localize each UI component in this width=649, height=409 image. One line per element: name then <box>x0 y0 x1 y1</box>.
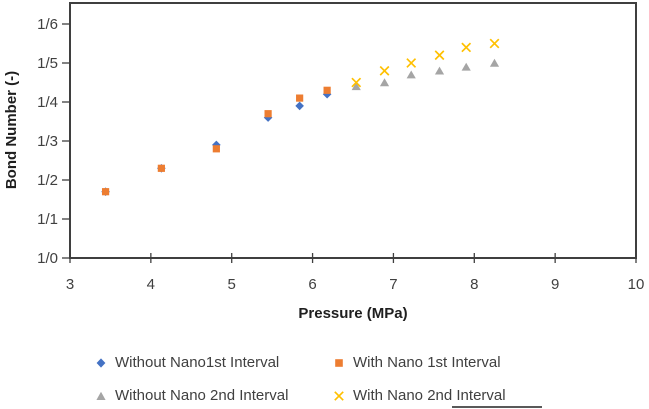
square-marker-icon <box>333 357 345 369</box>
data-point <box>461 62 471 71</box>
data-point <box>489 38 500 49</box>
plot-frame: 3 4 5 6 7 8 9 10 1/0 1/1 1/2 1/3 1/4 1/5 1/6 <box>37 2 645 293</box>
triangle-marker-icon <box>95 390 107 402</box>
x-tick-label: 9 <box>551 276 559 293</box>
x-tick-label: 4 <box>147 276 155 293</box>
x-tick-label: 6 <box>308 276 316 293</box>
data-point <box>101 188 110 196</box>
diamond-marker-icon <box>95 357 107 369</box>
y-tick-label: 1/0 <box>37 250 58 267</box>
data-point <box>295 101 304 111</box>
data-point <box>212 140 221 150</box>
x-axis-title: Pressure (MPa) <box>298 305 407 322</box>
series-diamond <box>101 89 332 196</box>
scatter-plot: 3 4 5 6 7 8 9 10 1/0 1/1 1/2 1/3 1/4 1/5 1/6 Bond Numb… <box>3 2 645 322</box>
data-point <box>434 50 445 61</box>
legend-item-without-nano-2nd-interval: Without Nano 2nd Interval <box>95 385 333 406</box>
x-tick-label: 8 <box>470 276 478 293</box>
data-point <box>461 42 472 53</box>
data-point <box>379 78 390 87</box>
x-tick-label: 10 <box>628 276 645 293</box>
series-x <box>351 38 500 88</box>
data-point <box>212 145 220 153</box>
series-triangle <box>351 58 500 91</box>
legend: Without Nano1st Interval With Nano 1st I… <box>95 352 506 406</box>
data-point <box>323 86 331 94</box>
series-square <box>101 86 331 196</box>
y-tick-label: 1/4 <box>37 94 58 111</box>
x-marker-icon <box>333 390 345 402</box>
data-point <box>434 66 445 75</box>
legend-label: Without Nano 2nd Interval <box>115 387 289 404</box>
data-point <box>351 77 362 88</box>
data-point <box>406 70 416 79</box>
data-point <box>351 82 361 91</box>
data-point <box>157 164 165 172</box>
x-tick-label: 3 <box>66 276 74 293</box>
legend-label: Without Nano1st Interval <box>115 354 280 371</box>
y-tick-label: 1/1 <box>37 211 58 228</box>
data-point <box>264 110 272 118</box>
legend-item-with-nano-2nd-interval: With Nano 2nd Interval <box>333 385 506 406</box>
data-point <box>406 58 417 68</box>
legend-item-with-nano-1st-interval: With Nano 1st Interval <box>333 352 506 373</box>
text-underline-artifact <box>452 406 542 408</box>
x-tick-label: 5 <box>228 276 236 293</box>
y-tick-label: 1/2 <box>37 172 58 189</box>
x-tick-label: 7 <box>389 276 397 293</box>
y-tick-label: 1/6 <box>37 16 58 33</box>
legend-label: With Nano 2nd Interval <box>353 387 506 404</box>
data-point <box>489 58 500 67</box>
y-tick-label: 1/3 <box>37 133 58 150</box>
legend-item-without-nano-1st-interval: Without Nano1st Interval <box>95 352 333 373</box>
legend-label: With Nano 1st Interval <box>353 354 501 371</box>
y-tick-label: 1/5 <box>37 55 58 72</box>
data-point <box>296 94 304 102</box>
data-point <box>379 65 390 76</box>
y-axis-title: Bond Number (-) <box>3 71 20 189</box>
